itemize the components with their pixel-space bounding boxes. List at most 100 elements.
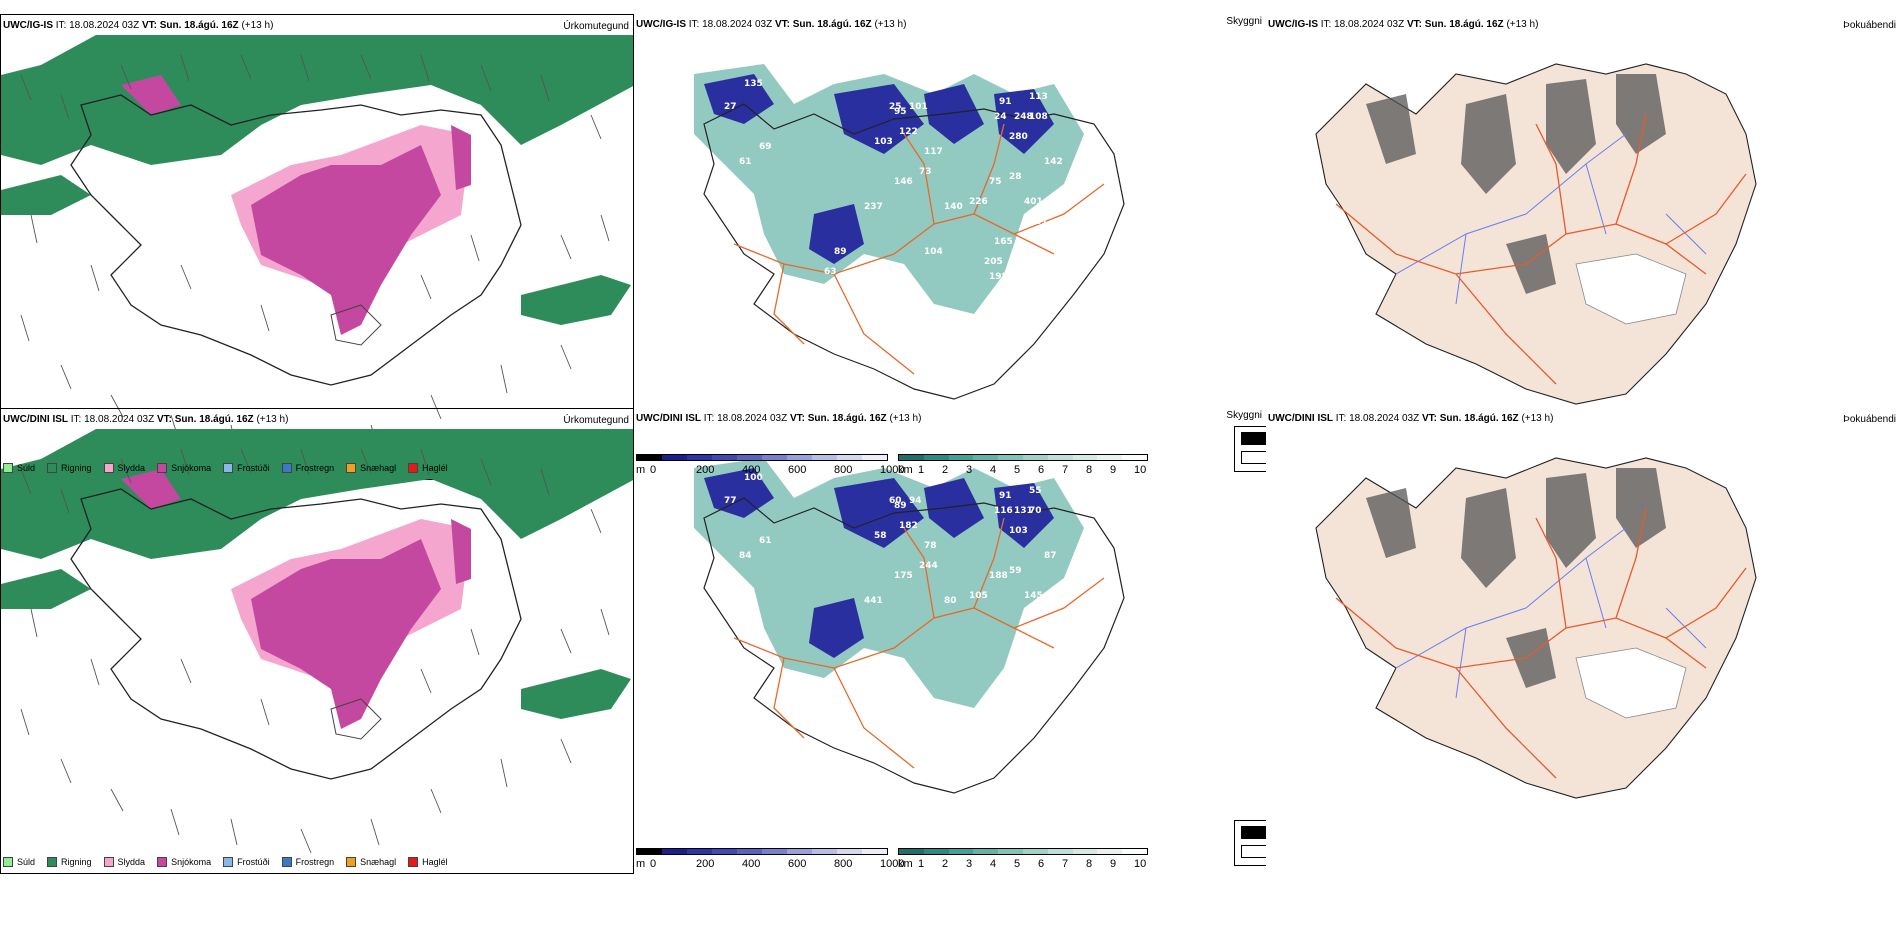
height-unit: m: [636, 858, 646, 870]
height-colorbar: m 0 200 400 600 800 1000: [636, 848, 904, 874]
snow-area-e: [451, 125, 471, 190]
vis-tick: 10: [1134, 464, 1147, 476]
cloud-base-value: 117: [924, 147, 943, 157]
vis-tick: 2: [942, 464, 949, 476]
legend-label: Rigning: [61, 463, 92, 473]
label-model: UWC/DINI ISL: [3, 414, 68, 425]
label-vt-label: VT:: [774, 19, 790, 30]
vis-tick: 7: [1062, 464, 1069, 476]
legend-item: Haglél: [408, 463, 448, 473]
vis-tick: 7: [1062, 858, 1069, 870]
height-tick: 200: [696, 858, 715, 870]
forecast-row: UWC/IG-IS IT: 18.08.2024 03Z VT: Sun. 18…: [0, 14, 1900, 484]
label-precip-field: Úrkomutegund: [563, 21, 629, 32]
glacier: [330, 304, 382, 346]
cloud-base-value: 25: [889, 102, 902, 112]
legend-swatch: [47, 857, 58, 867]
roads: [733, 123, 1105, 375]
snow-area: [251, 145, 441, 335]
cloud-map: 135 27 61 69 95 103 122 25 101 91 113 108 24 248 280 14…: [694, 64, 1125, 400]
legend-item: Snæhagl: [346, 463, 396, 473]
fog-map: [1315, 457, 1757, 799]
label-lead: (+13 h): [1506, 19, 1539, 30]
legend-label: Haglél: [422, 463, 448, 473]
precip-title: UWC/DINI ISL IT: 18.08.2024 03Z VT: Sun.…: [3, 414, 288, 425]
legend-label: Rigning: [61, 857, 92, 867]
rivers: [1395, 133, 1707, 305]
cloud-base-value: 103: [874, 137, 893, 147]
legend-label: Frostregn: [295, 463, 335, 473]
precip-legend: Súld Rigning Slydda Snjókoma Frostúði Frostre…: [3, 853, 460, 871]
cloud-base-value: 116: [994, 506, 1013, 516]
legend-swatch: [103, 857, 114, 867]
vis-tick: 3: [966, 858, 973, 870]
vis-tick: 1: [918, 464, 925, 476]
label-model: UWC/IG-IS: [636, 19, 686, 30]
fog-title: UWC/IG-IS IT: 18.08.2024 03Z VT: Sun. 18…: [1268, 19, 1538, 30]
vis-tick: 4: [990, 464, 997, 476]
label-it-value: 18.08.2024 03Z: [717, 413, 788, 424]
cloud-base-value: 131: [1014, 506, 1033, 516]
legend-label: Frostúði: [237, 857, 270, 867]
rain-area-se: [521, 669, 631, 719]
cloud-base-value: 89: [834, 247, 847, 257]
label-vt-value: Sun. 18.ágú. 16Z: [174, 414, 254, 425]
cloud-base-value: 237: [864, 202, 883, 212]
cloud-title: UWC/IG-IS IT: 18.08.2024 03Z VT: Sun. 18…: [636, 19, 906, 30]
coastline: [70, 94, 522, 386]
label-vt-label: VT:: [789, 413, 805, 424]
glacier-white: [1575, 253, 1687, 325]
label-vt-value: Sun. 18.ágú. 16Z: [792, 19, 872, 30]
cloud-base-value: 61: [739, 157, 752, 167]
cloud-base-value: 280: [1009, 132, 1028, 142]
label-lead: (+13 h): [874, 19, 907, 30]
height-tick: 1000: [880, 464, 905, 476]
precip-map: [1, 35, 633, 460]
fog-dark: [1366, 74, 1666, 294]
legend-label: Frostregn: [295, 857, 335, 867]
legend-label: Slydda: [117, 463, 146, 473]
label-precip-field: Úrkomutegund: [563, 415, 629, 426]
label-it-value: 18.08.2024 03Z: [84, 414, 155, 425]
label-vt-value: Sun. 18.ágú. 16Z: [1424, 19, 1504, 30]
cloud-base-value: 175: [894, 571, 913, 581]
snow-area-n: [121, 469, 181, 509]
rivers: [1395, 527, 1707, 699]
legend-swatch: [103, 463, 114, 473]
legend-swatch: [281, 463, 292, 473]
vis-unit: km: [898, 464, 913, 476]
height-tick: 800: [834, 464, 853, 476]
vis-tick: 8: [1086, 858, 1093, 870]
cloud-panel: UWC/IG-IS IT: 18.08.2024 03Z VT: Sun. 18…: [634, 14, 1266, 480]
snow-area: [251, 539, 441, 729]
vis-tick: 6: [1038, 858, 1045, 870]
cloud-base-value: 104: [924, 247, 943, 257]
label-it-label: IT:: [688, 19, 700, 30]
fog-panel: UWC/IG-IS IT: 18.08.2024 03Z VT: Sun. 18…: [1266, 14, 1900, 480]
precip-title: UWC/IG-IS IT: 18.08.2024 03Z VT: Sun. 18…: [3, 20, 273, 31]
legend-label: Snæhagl: [360, 857, 397, 867]
vis-colorbar: km 1 2 3 4 5 6 7 8 9 10: [898, 454, 1148, 480]
cloud-base-value: 69: [759, 142, 772, 152]
label-model: UWC/DINI ISL: [1268, 413, 1333, 424]
height-unit: m: [636, 464, 646, 476]
label-fog-field: Þokuábendi: [1843, 414, 1896, 425]
vis-tick: 1: [918, 858, 925, 870]
label-vt-value: Sun. 18.ágú. 16Z: [159, 20, 239, 31]
roads: [1335, 113, 1747, 385]
legend-swatch: [223, 857, 234, 867]
vis-tick: 5: [1014, 464, 1021, 476]
cloud-panel: UWC/DINI ISL IT: 18.08.2024 03Z VT: Sun.…: [634, 408, 1266, 874]
height-tick: 400: [742, 858, 761, 870]
legend-swatch: [3, 463, 13, 473]
label-vt-value: Sun. 18.ágú. 16Z: [807, 413, 887, 424]
coastline: [703, 103, 1125, 400]
label-it-label: IT:: [70, 414, 82, 425]
legend-swatch: [157, 857, 168, 867]
legend-label: Súld: [17, 463, 36, 473]
legend-item: Frostúði: [223, 857, 270, 867]
label-vt-label: VT:: [141, 20, 157, 31]
height-tick: 600: [788, 858, 807, 870]
cloud-base-value: 59: [1009, 566, 1022, 576]
cloud-base-low: [704, 74, 1054, 264]
